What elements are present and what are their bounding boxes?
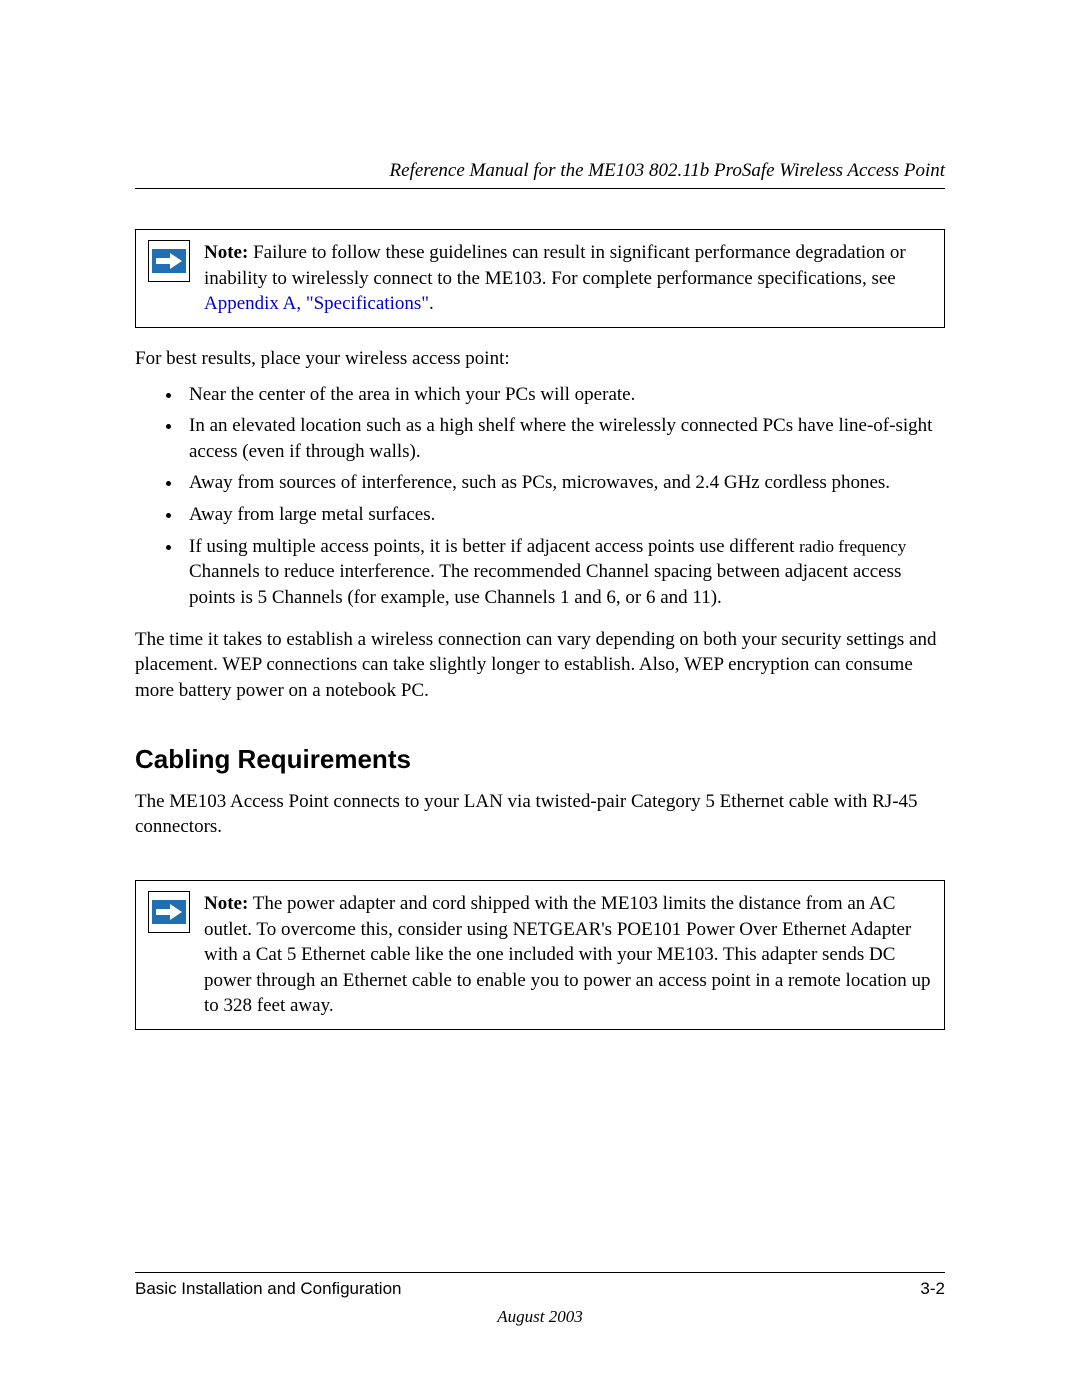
note-2-body: The power adapter and cord shipped with … bbox=[204, 893, 931, 1017]
note-icon-frame bbox=[148, 891, 190, 933]
bullet5-rf: radio frequency bbox=[799, 537, 906, 556]
placement-bullets: Near the center of the area in which you… bbox=[135, 382, 945, 611]
list-item: Near the center of the area in which you… bbox=[183, 382, 945, 408]
note-1-label: Note: bbox=[204, 242, 248, 263]
header-rule bbox=[135, 188, 945, 189]
note-2-text: Note: The power adapter and cord shipped… bbox=[204, 891, 932, 1019]
note-1-body-pre: Failure to follow these guidelines can r… bbox=[204, 242, 906, 289]
note-box-1: Note: Failure to follow these guidelines… bbox=[135, 229, 945, 328]
footer-rule bbox=[135, 1272, 945, 1273]
footer-section-name: Basic Installation and Configuration bbox=[135, 1279, 402, 1299]
section-heading-cabling: Cabling Requirements bbox=[135, 744, 945, 775]
note-2-label: Note: bbox=[204, 893, 248, 914]
cabling-paragraph: The ME103 Access Point connects to your … bbox=[135, 789, 945, 840]
note-1-text: Note: Failure to follow these guidelines… bbox=[204, 240, 932, 317]
note-1-body-post: . bbox=[429, 293, 434, 314]
bullet5-pre: If using multiple access points, it is b… bbox=[189, 536, 799, 557]
appendix-a-link[interactable]: Appendix A, "Specifications" bbox=[204, 293, 429, 314]
footer-page-number: 3-2 bbox=[920, 1279, 945, 1299]
bullet5-post: Channels to reduce interference. The rec… bbox=[189, 561, 901, 608]
note-icon-frame bbox=[148, 240, 190, 282]
footer-date: August 2003 bbox=[135, 1307, 945, 1327]
note-box-2: Note: The power adapter and cord shipped… bbox=[135, 880, 945, 1030]
page-footer: Basic Installation and Configuration 3-2… bbox=[135, 1272, 945, 1327]
document-page: Reference Manual for the ME103 802.11b P… bbox=[0, 0, 1080, 1397]
intro-paragraph: For best results, place your wireless ac… bbox=[135, 346, 945, 372]
page-header-title: Reference Manual for the ME103 802.11b P… bbox=[135, 160, 945, 188]
arrow-right-icon bbox=[152, 249, 186, 273]
list-item: Away from large metal surfaces. bbox=[183, 502, 945, 528]
list-item: In an elevated location such as a high s… bbox=[183, 413, 945, 464]
wep-paragraph: The time it takes to establish a wireles… bbox=[135, 627, 945, 704]
arrow-right-icon bbox=[152, 900, 186, 924]
list-item: If using multiple access points, it is b… bbox=[183, 534, 945, 611]
list-item: Away from sources of interference, such … bbox=[183, 470, 945, 496]
